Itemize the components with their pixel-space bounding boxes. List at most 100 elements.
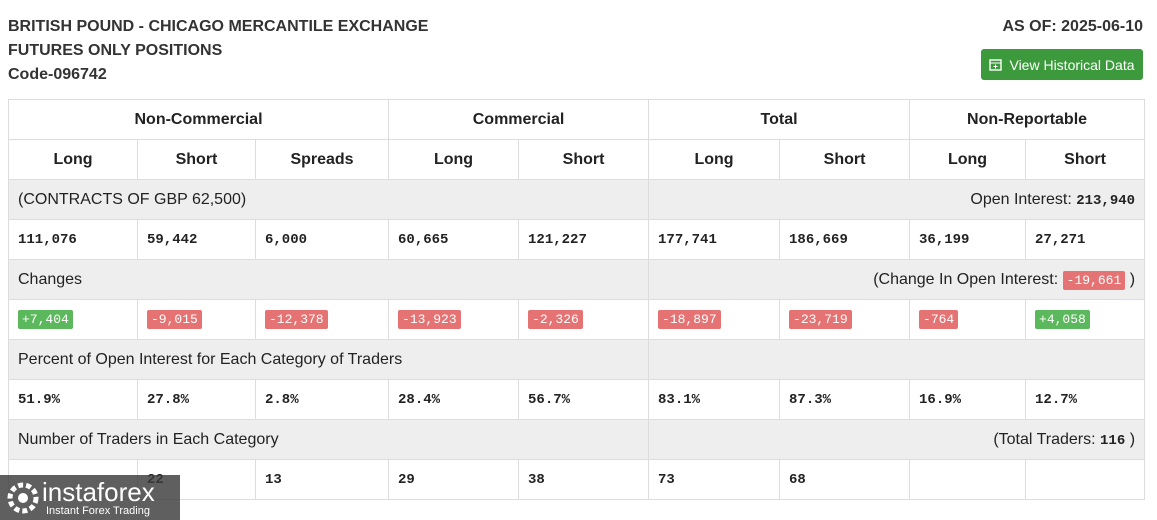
summary-label: (Total Traders:	[993, 430, 1096, 448]
value-cell: 38	[518, 459, 650, 500]
value-cell: 16.9%	[909, 379, 1027, 420]
column-header: Short	[779, 139, 911, 180]
value: 177,741	[658, 231, 717, 248]
section-label: Number of Traders in Each Category	[7, 419, 650, 460]
value: 16.9%	[919, 391, 962, 408]
summary-suffix: )	[1129, 430, 1136, 448]
change-badge: +4,058	[1035, 309, 1090, 329]
history-button[interactable]: View Historical Data	[981, 49, 1143, 80]
change-badge: -764	[919, 309, 959, 329]
change-badge: -23,719	[789, 309, 852, 329]
section-row: Number of Traders in Each Category (Total…	[7, 419, 1146, 460]
section-summary: (Total Traders: 116 )	[648, 419, 1146, 460]
value-cell	[909, 459, 1027, 500]
change-badge: -2,326	[528, 309, 583, 329]
group-header: Commercial	[388, 99, 650, 140]
summary-suffix: )	[1129, 270, 1136, 288]
value-cell: 27.8%	[137, 379, 256, 420]
group-row: Non-Commercial Commercial Total Non-Reporta…	[7, 99, 1146, 140]
value-cell	[1025, 459, 1146, 500]
value-cell: 6,000	[254, 219, 390, 260]
value-cell: 27,271	[1025, 219, 1146, 260]
value: 27.8%	[147, 391, 190, 408]
column-header: Long	[388, 139, 520, 180]
change-badge: -18,897	[658, 309, 721, 329]
value: 73	[658, 471, 675, 488]
value-cell: -23,719	[779, 299, 911, 340]
section-label: (CONTRACTS OF GBP 62,500)	[7, 179, 650, 220]
summary-value: 213,940	[1076, 192, 1136, 209]
value: 28.4%	[398, 391, 441, 408]
value-cell: +4,058	[1025, 299, 1146, 340]
group-header: Total	[648, 99, 911, 140]
value: 27,271	[1035, 231, 1086, 248]
value-cell: 121,227	[518, 219, 650, 260]
value-cell: 68	[779, 459, 911, 500]
summary-label: (Change In Open Interest:	[873, 270, 1059, 288]
group-header: Non-Reportable	[909, 99, 1146, 140]
value: 51.9%	[18, 391, 61, 408]
value-row: 111,076 59,442 6,000 60,665 121,227 177,741 18…	[8, 219, 1146, 260]
column-header: Long	[909, 139, 1027, 180]
summary-value: 116	[1100, 432, 1126, 449]
value-cell: -12,378	[254, 299, 390, 340]
column-row: Long Short Spreads Long Short Long Short Long Sh…	[8, 139, 1146, 180]
value-cell: 12.7%	[1025, 379, 1146, 420]
section-summary: (Change In Open Interest: -19,661 )	[648, 259, 1146, 300]
watermark: instaforex Instant Forex Trading	[0, 475, 180, 520]
value-row: 221329387368	[8, 459, 1146, 500]
summary-value: -19,661	[1062, 270, 1126, 290]
value-cell: 36,199	[909, 219, 1027, 260]
value: 12.7%	[1035, 391, 1078, 408]
value-cell: 87.3%	[779, 379, 911, 420]
value-cell: 13	[254, 459, 390, 500]
tagline: Instant Forex Trading	[46, 505, 150, 517]
value-cell: 111,076	[8, 219, 138, 260]
value-cell: 29	[388, 459, 520, 500]
column-header: Short	[1025, 139, 1146, 180]
value-cell: -2,326	[518, 299, 650, 340]
column-header: Short	[137, 139, 256, 180]
title: BRITISH POUND - CHICAGO MERCANTILE EXCHA…	[8, 18, 429, 35]
group-header: Non-Commercial	[7, 99, 390, 140]
value-cell: -18,897	[648, 299, 781, 340]
section-row: Percent of Open Interest for Each Catego…	[7, 339, 1146, 380]
button-label: View Historical Data	[1009, 56, 1135, 73]
value: 59,442	[147, 231, 198, 248]
value: 60,665	[398, 231, 449, 248]
code: Code-096742	[8, 66, 107, 83]
change-badge: -13,923	[398, 309, 461, 329]
value: 29	[398, 471, 415, 488]
value-cell: 59,442	[137, 219, 256, 260]
value-cell: 73	[648, 459, 781, 500]
value-row: 51.9% 27.8% 2.8% 28.4% 56.7% 83.1% 87.3% 16.9% 1…	[8, 379, 1146, 420]
change-badge: +7,404	[18, 309, 73, 329]
section-row: (CONTRACTS OF GBP 62,500) Open Interest: …	[7, 179, 1146, 220]
change-badge: -12,378	[265, 309, 328, 329]
section-summary: Open Interest: 213,940	[648, 179, 1146, 220]
value-cell: +7,404	[8, 299, 138, 340]
value-cell: 56.7%	[518, 379, 650, 420]
value-cell: 2.8%	[254, 379, 390, 420]
change-badge: -9,015	[147, 309, 202, 329]
value: 36,199	[919, 231, 970, 248]
value: 56.7%	[528, 391, 571, 408]
calendar-icon	[989, 59, 1003, 71]
value: 186,669	[789, 231, 848, 248]
value-cell: 60,665	[388, 219, 520, 260]
section-row: Changes (Change In Open Interest: -19,661…	[7, 259, 1146, 300]
column-header: Long	[8, 139, 138, 180]
value: 2.8%	[265, 391, 299, 408]
summary-label: Open Interest:	[970, 190, 1072, 208]
logo-icon	[7, 482, 39, 514]
value: 87.3%	[789, 391, 832, 408]
value-cell: -9,015	[137, 299, 256, 340]
value-cell: -13,923	[388, 299, 520, 340]
value: 68	[789, 471, 806, 488]
column-header: Spreads	[254, 139, 390, 180]
as-of: AS OF: 2025-06-10	[1002, 18, 1143, 35]
value-cell: -764	[909, 299, 1027, 340]
value-cell: 28.4%	[388, 379, 520, 420]
value: 6,000	[265, 231, 308, 248]
